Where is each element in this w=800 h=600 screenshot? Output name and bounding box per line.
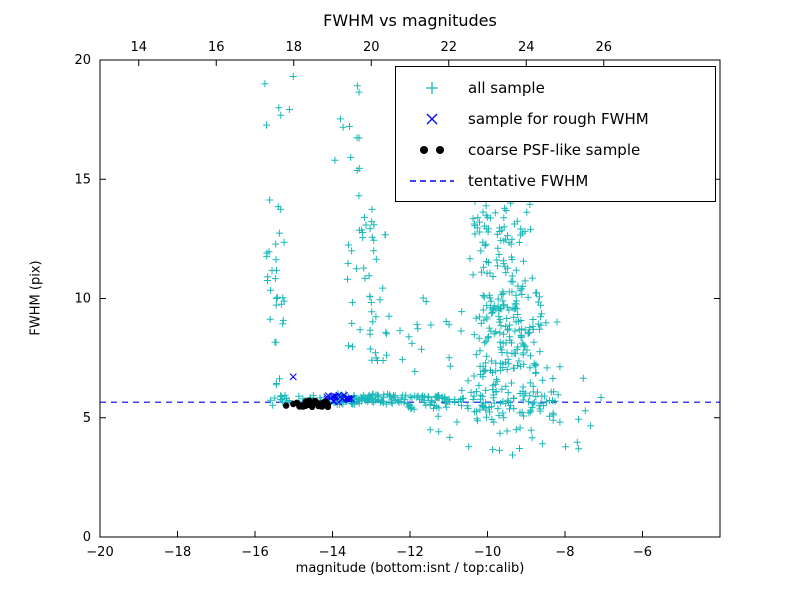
x-tick-label-bottom: −20 <box>86 545 113 560</box>
y-tick-label: 10 <box>74 292 91 307</box>
y-tick-label: 20 <box>74 53 91 68</box>
x-tick-label-bottom: −18 <box>164 545 191 560</box>
x-tick-label-top: 18 <box>285 40 302 55</box>
x-tick-label-top: 16 <box>208 40 225 55</box>
x-tick-label-top: 26 <box>595 40 612 55</box>
legend-item-all-sample: all sample <box>404 72 715 103</box>
y-tick-label: 15 <box>74 172 91 187</box>
legend-item-rough-fwhm: sample for rough FWHM <box>404 103 715 134</box>
legend-label-tentative-fwhm: tentative FWHM <box>468 171 589 190</box>
legend: all sample sample for rough FWHM coarse … <box>395 66 716 202</box>
x-tick-label-top: 14 <box>130 40 147 55</box>
legend-label-all-sample: all sample <box>468 78 545 97</box>
x-marker-icon <box>426 113 438 124</box>
x-tick-label-bottom: −6 <box>633 545 652 560</box>
legend-label-coarse-psf: coarse PSF-like sample <box>468 140 641 159</box>
x-tick-label-bottom: −16 <box>241 545 268 560</box>
x-tick-label-top: 20 <box>363 40 380 55</box>
dashed-line-icon <box>410 179 454 182</box>
x-tick-label-top: 24 <box>518 40 535 55</box>
y-tick-label: 5 <box>83 411 91 426</box>
legend-item-coarse-psf: coarse PSF-like sample <box>404 134 715 165</box>
scatter-point-dot <box>282 402 290 409</box>
y-axis-label: FWHM (pix) <box>28 260 44 336</box>
x-axis-label: magnitude (bottom:isnt / top:calib) <box>295 561 525 576</box>
x-tick-label-bottom: −14 <box>319 545 346 560</box>
legend-item-tentative-fwhm: tentative FWHM <box>404 165 715 196</box>
legend-label-rough-fwhm: sample for rough FWHM <box>468 109 649 128</box>
x-tick-label-bottom: −12 <box>396 545 423 560</box>
y-tick-label: 0 <box>83 530 91 545</box>
tick-labels: −20 −18 −16 −14 −12 −10 −8 −6 14 16 18 20 22 24 26 0 5 10… <box>74 40 652 560</box>
x-tick-label-bottom: −10 <box>474 545 501 560</box>
chart-title: FWHM vs magnitudes <box>323 11 497 30</box>
dot-marker-icon <box>420 145 444 154</box>
series-coarse-psf-like-sample <box>282 397 332 410</box>
x-tick-label-top: 22 <box>440 40 457 55</box>
scatter-point-dot <box>318 403 326 410</box>
scatter-point-dot <box>312 398 319 405</box>
scatter-point-dot <box>293 399 301 406</box>
x-tick-label-bottom: −8 <box>555 545 574 560</box>
plus-marker-icon <box>426 81 438 94</box>
scatter-point-dot <box>303 402 310 409</box>
scatter-point-dot <box>324 403 331 410</box>
